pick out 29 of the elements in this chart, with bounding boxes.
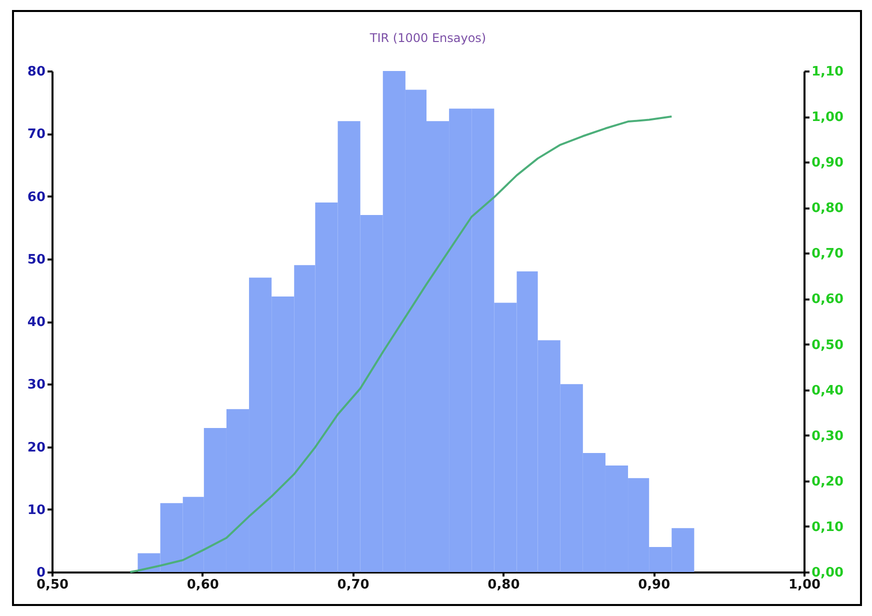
y2-tick-label: 0,60 — [812, 292, 844, 308]
y2-tick-label: 0,00 — [812, 566, 844, 580]
y2-tick-label: 1,00 — [812, 110, 844, 126]
x-tick-label: 0,80 — [488, 578, 520, 592]
x-tick-label: 0,50 — [36, 578, 69, 592]
y2-tick-label: 0,90 — [812, 156, 844, 171]
x-tick-label: 0,60 — [186, 578, 219, 592]
y2-tick-label: 1,10 — [812, 64, 844, 80]
y2-tick-label: 0,50 — [812, 338, 844, 353]
y-tick-label: 50 — [27, 252, 46, 268]
line-series — [129, 116, 673, 573]
y2-tick-label: 0,20 — [812, 474, 844, 490]
x-tick-label: 0,70 — [337, 578, 370, 592]
y2-tick-label: 0,80 — [812, 201, 844, 216]
y2-tick-label: 0,70 — [812, 246, 844, 262]
y2-tick-label: 0,30 — [812, 428, 844, 444]
y2-tick-label: 0,10 — [812, 520, 844, 535]
y-tick-label: 70 — [27, 127, 46, 142]
y-tick-label: 30 — [27, 378, 46, 393]
y-tick-label: 10 — [27, 502, 46, 518]
y-tick-label: 40 — [27, 315, 46, 330]
y-tick-label: 60 — [27, 190, 46, 205]
y2-tick-label: 0,40 — [812, 383, 844, 398]
x-tick-label: 0,90 — [638, 578, 670, 592]
y-tick-label: 20 — [27, 440, 46, 456]
chart-title: TIR (1000 Ensayos) — [368, 31, 486, 45]
y-tick-label: 0 — [36, 566, 46, 580]
x-tick-label: 1,00 — [788, 578, 821, 592]
y-tick-label: 80 — [27, 64, 46, 80]
